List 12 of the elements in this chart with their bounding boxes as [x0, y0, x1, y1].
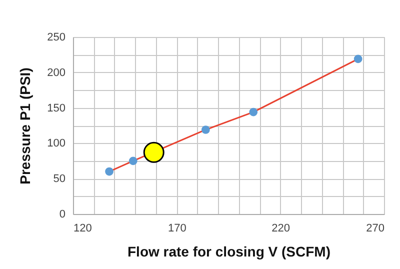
y-tick-label: 50 [53, 173, 66, 186]
y-tick-label: 100 [47, 138, 66, 150]
y-tick-label: 0 [59, 208, 66, 220]
x-tick-label: 270 [366, 222, 384, 234]
x-tick-label: 120 [74, 222, 92, 234]
y-tick-label: 200 [47, 66, 66, 79]
y-axis-title: Pressure P1 (PSI) [17, 68, 34, 184]
x-tick-label: 170 [168, 222, 186, 234]
x-tick-label: 220 [272, 222, 290, 234]
y-tick-label: 150 [47, 102, 66, 114]
x-axis-title: Flow rate for closing V (SCFM) [127, 244, 331, 260]
y-tick-label: 250 [47, 32, 66, 44]
